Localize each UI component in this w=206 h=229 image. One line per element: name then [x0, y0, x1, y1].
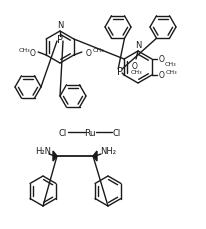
Text: CH₃: CH₃	[166, 70, 178, 75]
Text: CH₃: CH₃	[130, 70, 142, 75]
Text: O: O	[29, 48, 35, 57]
Polygon shape	[53, 151, 57, 161]
Text: P: P	[117, 67, 123, 77]
Text: N: N	[135, 41, 141, 50]
Text: O: O	[159, 71, 165, 80]
Text: Cl: Cl	[59, 128, 67, 137]
Text: P: P	[57, 35, 63, 45]
Text: O: O	[86, 48, 92, 57]
Text: CH₃: CH₃	[18, 47, 30, 52]
Text: NH₂: NH₂	[100, 147, 116, 156]
Polygon shape	[93, 151, 97, 161]
Text: N: N	[57, 21, 63, 30]
Text: CH₃: CH₃	[165, 61, 177, 66]
Text: O: O	[132, 62, 138, 71]
Text: CH₃: CH₃	[93, 48, 105, 53]
Text: Cl: Cl	[113, 128, 121, 137]
Text: H₂N: H₂N	[35, 147, 51, 156]
Text: Ru: Ru	[84, 128, 96, 137]
Text: O: O	[159, 55, 165, 64]
